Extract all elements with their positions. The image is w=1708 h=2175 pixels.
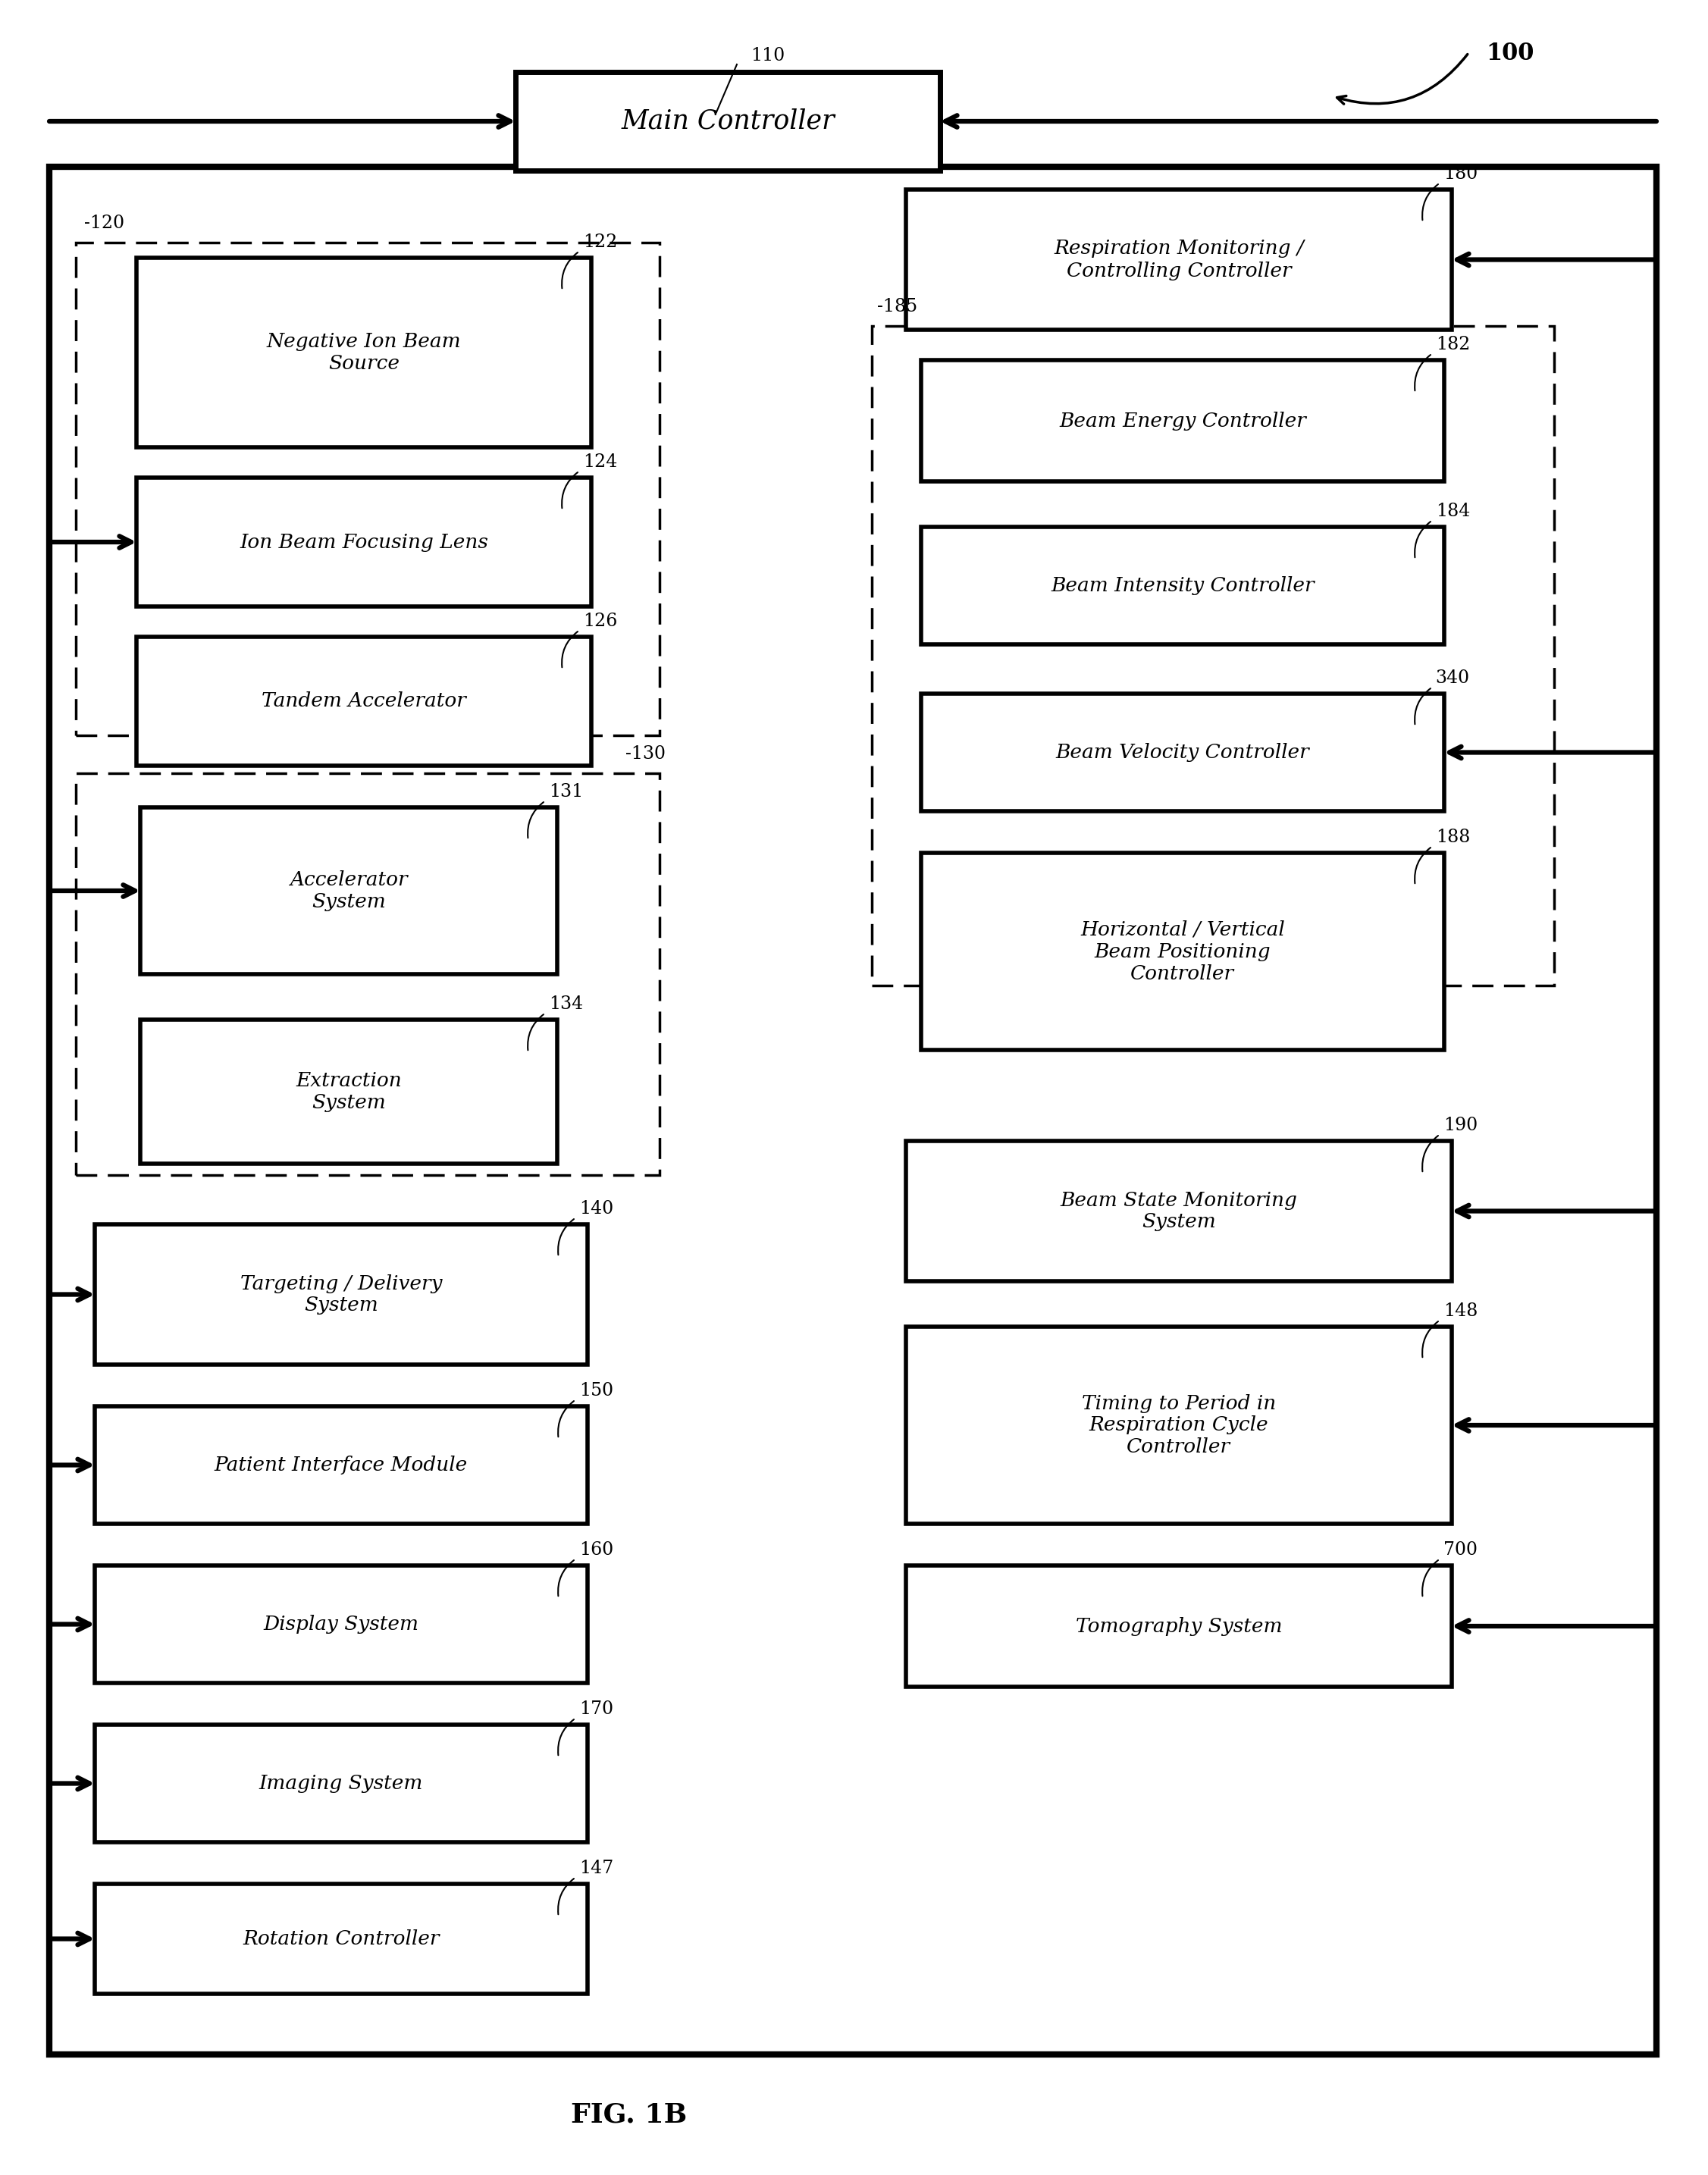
- Bar: [94, 1566, 588, 1683]
- Text: -185: -185: [876, 298, 917, 315]
- Text: 190: 190: [1443, 1118, 1477, 1135]
- Bar: [50, 167, 1657, 2055]
- Bar: [94, 1884, 588, 1994]
- Text: Imaging System: Imaging System: [260, 1775, 424, 1792]
- Text: 126: 126: [582, 613, 617, 631]
- Bar: [921, 853, 1445, 1051]
- Bar: [921, 526, 1445, 644]
- Bar: [94, 1225, 588, 1364]
- Text: 134: 134: [548, 996, 582, 1014]
- Text: 700: 700: [1443, 1542, 1477, 1559]
- Bar: [137, 478, 591, 607]
- Text: Rotation Controller: Rotation Controller: [243, 1929, 439, 1949]
- Text: 188: 188: [1436, 829, 1471, 846]
- Text: Respiration Monitoring /
Controlling Controller: Respiration Monitoring / Controlling Con…: [1054, 239, 1303, 281]
- Text: 147: 147: [579, 1860, 613, 1877]
- Text: 180: 180: [1443, 165, 1477, 183]
- Text: Tomography System: Tomography System: [1076, 1616, 1283, 1636]
- Text: Targeting / Delivery
System: Targeting / Delivery System: [241, 1275, 442, 1316]
- Text: 131: 131: [548, 783, 582, 800]
- Bar: [921, 361, 1445, 481]
- Text: 170: 170: [579, 1701, 613, 1718]
- Bar: [137, 259, 591, 448]
- Bar: [94, 1407, 588, 1525]
- Bar: [871, 326, 1554, 985]
- Text: Tandem Accelerator: Tandem Accelerator: [261, 692, 466, 711]
- Text: FIG. 1B: FIG. 1B: [570, 2103, 687, 2127]
- Bar: [94, 1725, 588, 1842]
- Bar: [140, 807, 557, 974]
- Text: 150: 150: [579, 1383, 613, 1401]
- Text: Horizontal / Vertical
Beam Positioning
Controller: Horizontal / Vertical Beam Positioning C…: [1081, 920, 1284, 983]
- Text: Accelerator
System: Accelerator System: [290, 870, 408, 911]
- Text: Extraction
System: Extraction System: [295, 1072, 401, 1111]
- Text: 340: 340: [1436, 670, 1471, 687]
- Bar: [75, 244, 659, 735]
- Text: Main Controller: Main Controller: [622, 109, 835, 135]
- Text: Beam Velocity Controller: Beam Velocity Controller: [1056, 744, 1310, 761]
- Bar: [137, 637, 591, 766]
- Text: 122: 122: [582, 233, 617, 252]
- Text: Ion Beam Focusing Lens: Ion Beam Focusing Lens: [239, 533, 488, 552]
- Bar: [921, 694, 1445, 811]
- Text: Timing to Period in
Respiration Cycle
Controller: Timing to Period in Respiration Cycle Co…: [1081, 1394, 1276, 1457]
- Text: 182: 182: [1436, 337, 1471, 355]
- Text: Beam Energy Controller: Beam Energy Controller: [1059, 411, 1307, 431]
- Bar: [905, 1566, 1452, 1688]
- Text: Patient Interface Module: Patient Interface Module: [215, 1455, 468, 1475]
- Text: 124: 124: [582, 455, 617, 472]
- Text: -130: -130: [625, 746, 666, 763]
- Bar: [140, 1020, 557, 1164]
- Text: Display System: Display System: [263, 1614, 418, 1633]
- Bar: [905, 1327, 1452, 1525]
- Text: Beam Intensity Controller: Beam Intensity Controller: [1050, 576, 1315, 596]
- Bar: [75, 774, 659, 1175]
- FancyArrowPatch shape: [1337, 54, 1467, 104]
- Text: -120: -120: [84, 215, 125, 233]
- Text: Negative Ion Beam
Source: Negative Ion Beam Source: [266, 333, 461, 372]
- Text: 148: 148: [1443, 1303, 1477, 1320]
- Text: 110: 110: [750, 48, 784, 65]
- Text: 160: 160: [579, 1542, 613, 1559]
- Bar: [905, 189, 1452, 331]
- Bar: [516, 72, 939, 170]
- Bar: [905, 1142, 1452, 1281]
- Text: 100: 100: [1486, 41, 1534, 65]
- Text: 140: 140: [579, 1201, 613, 1218]
- Text: 184: 184: [1436, 502, 1471, 520]
- Text: Beam State Monitoring
System: Beam State Monitoring System: [1061, 1190, 1298, 1231]
